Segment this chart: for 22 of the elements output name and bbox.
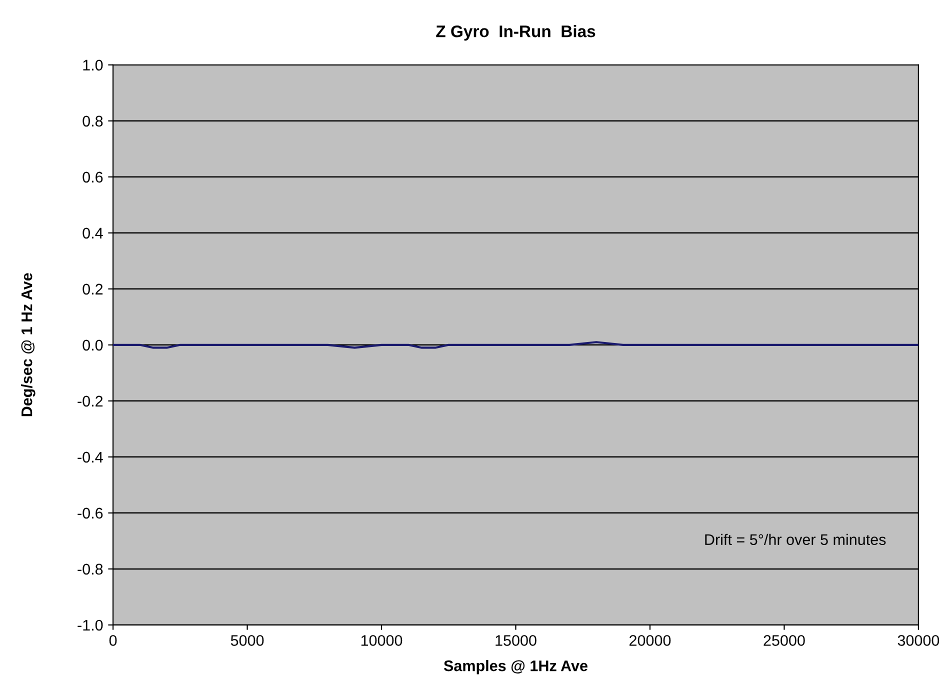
chart-title: Z Gyro In-Run Bias	[436, 25, 596, 41]
y-tick-label: 0.6	[82, 172, 103, 183]
x-axis-title: Samples @ 1Hz Ave	[444, 660, 588, 674]
y-tick-label: 0.0	[82, 340, 103, 351]
y-tick-label: 0.4	[82, 228, 103, 239]
x-tick-label: 15000	[496, 635, 536, 646]
y-tick-label: -0.6	[78, 508, 103, 519]
y-tick-label: -0.4	[78, 452, 103, 463]
y-axis-title: Deg/sec @ 1 Hz Ave	[21, 273, 36, 416]
x-tick-label: 25000	[764, 635, 805, 646]
x-tick-label: 10000	[361, 635, 402, 646]
y-tick-label: 0.2	[82, 284, 103, 295]
y-tick-label: 1.0	[83, 60, 103, 71]
x-tick-label: 5000	[230, 635, 264, 646]
y-tick-label: -0.2	[78, 396, 103, 407]
y-tick-label: -1.0	[78, 620, 103, 631]
y-tick-label: -0.8	[78, 564, 103, 575]
annotation: Drift = 5°/hr over 5 minutes	[705, 534, 886, 546]
y-tick-label: 0.8	[82, 116, 103, 127]
x-tick-label: 20000	[630, 635, 671, 646]
x-tick-label: 0	[109, 635, 117, 646]
x-tick-label: 30000	[898, 635, 940, 646]
